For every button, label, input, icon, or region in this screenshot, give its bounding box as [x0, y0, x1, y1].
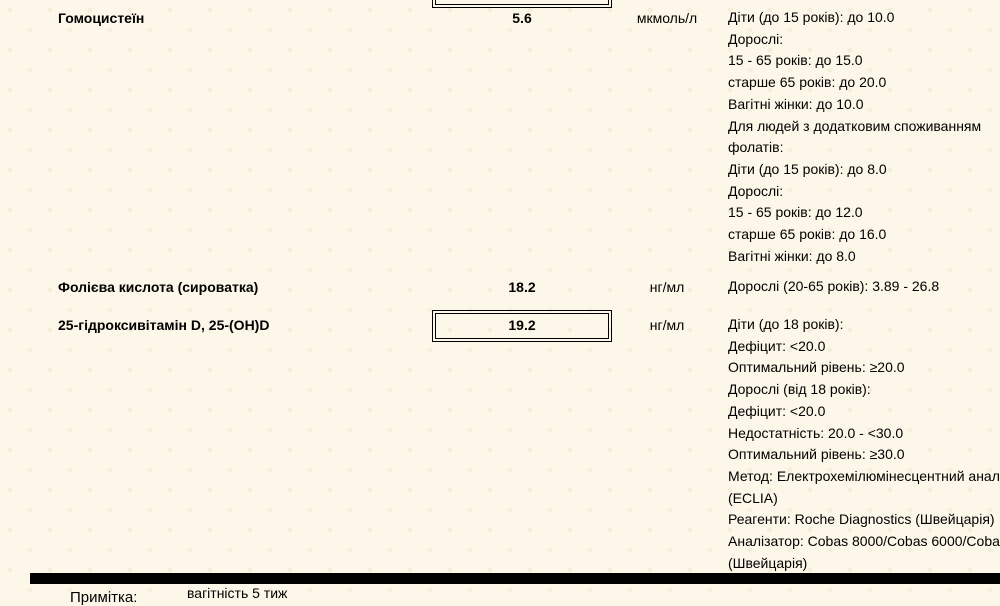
- reference-line: фолатів:: [728, 139, 784, 156]
- reference-line: старше 65 років: до 20.0: [728, 74, 887, 91]
- test-value: 5.6: [512, 10, 532, 26]
- reference-line: старше 65 років: до 16.0: [728, 226, 887, 242]
- test-unit: нг/мл: [649, 317, 685, 333]
- reference-line: Дорослі (від 18 років):: [728, 381, 871, 398]
- reference-line: Діти (до 15 років): до 8.0: [728, 160, 887, 177]
- test-unit: мкмоль/л: [636, 10, 698, 26]
- note-text: вагітність 5 тиж: [187, 585, 288, 601]
- test-name: Гомоцистеїн: [58, 10, 145, 26]
- reference-line: Вагітні жінки: до 8.0: [728, 247, 856, 264]
- test-value: 18.2: [508, 279, 536, 295]
- reference-line: Дорослі:: [728, 182, 784, 199]
- test-unit: нг/мл: [649, 279, 685, 295]
- reference-line: Реагенти: Roche Diagnostics (Швейцарія): [728, 511, 995, 528]
- reference-line: (ECLIA): [728, 489, 778, 506]
- value-frame: [432, 0, 612, 8]
- test-value: 19.2: [508, 317, 536, 333]
- reference-line: 15 - 65 років: до 12.0: [728, 204, 863, 221]
- reference-line: (Швейцарія): [728, 554, 808, 571]
- test-name: 25-гідроксивітамін D, 25-(OH)D: [58, 317, 270, 333]
- reference-line: Оптимальний рівень: ≥20.0: [728, 359, 905, 376]
- reference-line: Дефіцит: <20.0: [728, 337, 826, 354]
- reference-line: Для людей з додатковим споживанням: [728, 117, 982, 134]
- reference-line: 15 - 65 років: до 15.0: [728, 52, 863, 69]
- value-frame: [432, 310, 612, 342]
- test-name: Фолієва кислота (сироватка): [58, 279, 259, 295]
- reference-line: Діти (до 18 років):: [728, 316, 844, 332]
- reference-line: Дорослі (20-65 років): 3.89 - 26.8: [728, 278, 940, 294]
- reference-line: Вагітні жінки: до 10.0: [728, 95, 864, 112]
- separator-bar: [30, 573, 1000, 584]
- reference-line: Дорослі:: [728, 30, 784, 47]
- reference-line: Дефіцит: <20.0: [728, 402, 826, 419]
- reference-line: Метод: Електрохемілюмінесцентний аналіз: [728, 467, 1000, 484]
- reference-line: Аналізатор: Cobas 8000/Cobas 6000/Cobas: [728, 533, 1000, 549]
- reference-line: Оптимальний рівень: ≥30.0: [728, 446, 905, 463]
- reference-line: Діти (до 15 років): до 10.0: [728, 9, 895, 25]
- reference-line: Недостатність: 20.0 - <30.0: [728, 424, 904, 441]
